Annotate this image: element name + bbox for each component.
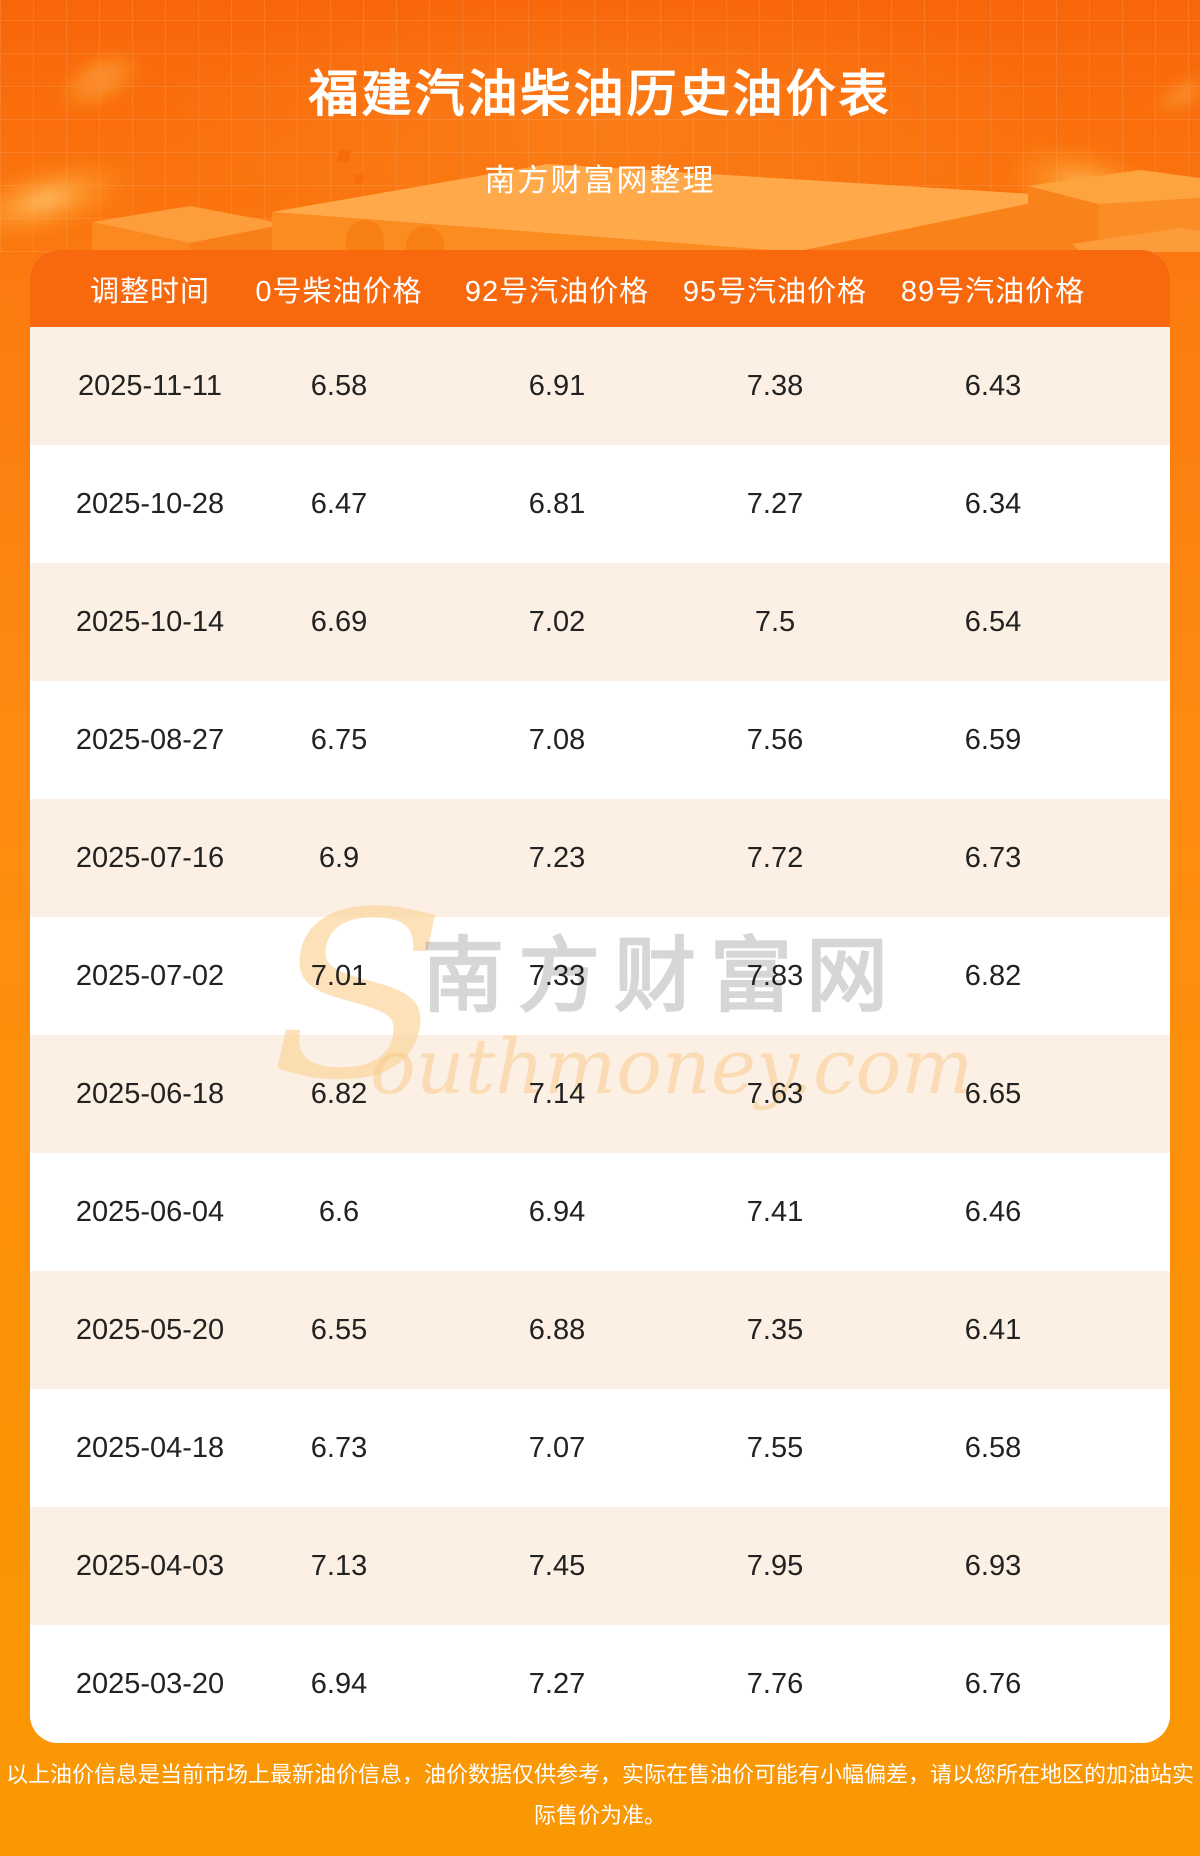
price-cell: 6.88 [528, 1313, 586, 1346]
price-cell: 6.41 [964, 1313, 1022, 1346]
table-row: 2025-04-03 7.13 7.45 7.95 6.93 [30, 1507, 1170, 1625]
price-cell: 7.33 [528, 959, 586, 992]
price-cell: 6.93 [964, 1549, 1022, 1582]
page-title: 福建汽油柴油历史油价表 [308, 66, 892, 122]
price-cell: 6.76 [964, 1667, 1022, 1700]
table-row: 2025-06-18 6.82 7.14 7.63 6.65 [30, 1035, 1170, 1153]
price-cell: 7.35 [746, 1313, 804, 1346]
price-table: 调整时间 0号柴油价格 92号汽油价格 95号汽油价格 89号汽油价格 2025-11-… [30, 250, 1170, 1743]
date-cell: 2025-03-20 [75, 1667, 225, 1700]
price-cell: 7.27 [746, 487, 804, 520]
price-cell: 6.82 [310, 1077, 368, 1110]
table-body: 2025-11-11 6.58 6.91 7.38 6.43 2025-10-28 6.47… [30, 327, 1170, 1743]
price-cell: 7.14 [528, 1077, 586, 1110]
price-cell: 6.9 [318, 841, 360, 874]
table-row: 2025-10-28 6.47 6.81 7.27 6.34 [30, 445, 1170, 563]
column-header: 92号汽油价格 [464, 275, 650, 308]
column-header: 95号汽油价格 [682, 275, 868, 308]
date-cell: 2025-06-04 [75, 1195, 225, 1228]
date-cell: 2025-10-14 [75, 605, 225, 638]
price-cell: 6.46 [964, 1195, 1022, 1228]
page-subtitle: 南方财富网整理 [484, 163, 716, 198]
price-cell: 7.76 [746, 1667, 804, 1700]
price-cell: 6.43 [964, 369, 1022, 402]
price-cell: 7.63 [746, 1077, 804, 1110]
price-cell: 7.08 [528, 723, 586, 756]
price-cell: 6.34 [964, 487, 1022, 520]
price-cell: 6.58 [964, 1431, 1022, 1464]
center-podium-block [272, 164, 1066, 252]
price-cell: 7.45 [528, 1549, 586, 1582]
price-cell: 7.27 [528, 1667, 586, 1700]
price-cell: 6.55 [310, 1313, 368, 1346]
price-cell: 6.94 [310, 1667, 368, 1700]
table-row: 2025-07-16 6.9 7.23 7.72 6.73 [30, 799, 1170, 917]
column-header: 89号汽油价格 [900, 275, 1086, 308]
podium-illustration [0, 47, 1200, 252]
date-cell: 2025-10-28 [75, 487, 225, 520]
date-cell: 2025-11-11 [77, 369, 223, 402]
price-cell: 6.59 [964, 723, 1022, 756]
price-cell: 6.75 [310, 723, 368, 756]
table-row: 2025-10-14 6.69 7.02 7.5 6.54 [30, 563, 1170, 681]
table-row: 2025-05-20 6.55 6.88 7.35 6.41 [30, 1271, 1170, 1389]
price-cell: 6.47 [310, 487, 368, 520]
footer-disclaimer: 以上油价信息是当前市场上最新油价信息，油价数据仅供参考，实际在售油价可能有小幅偏… [5, 1762, 1194, 1828]
table-row: 2025-11-11 6.58 6.91 7.38 6.43 [30, 327, 1170, 445]
price-cell: 6.58 [310, 369, 368, 402]
price-cell: 7.23 [528, 841, 586, 874]
date-cell: 2025-07-16 [75, 841, 225, 874]
price-cell: 6.94 [528, 1195, 586, 1228]
price-cell: 7.41 [746, 1195, 804, 1228]
price-cell: 7.5 [754, 605, 796, 638]
column-header: 0号柴油价格 [255, 275, 423, 308]
price-cell: 7.01 [310, 959, 368, 992]
price-cell: 7.07 [528, 1431, 586, 1464]
column-header: 调整时间 [89, 275, 210, 308]
table-row: 2025-03-20 6.94 7.27 7.76 6.76 [30, 1625, 1170, 1743]
price-cell: 6.65 [964, 1077, 1022, 1110]
price-cell: 6.6 [318, 1195, 360, 1228]
price-cell: 7.13 [310, 1549, 368, 1582]
price-cell: 6.73 [964, 841, 1022, 874]
price-cell: 6.91 [528, 369, 586, 402]
price-cell: 7.83 [746, 959, 804, 992]
price-cell: 7.72 [746, 841, 804, 874]
table-row: 2025-04-18 6.73 7.07 7.55 6.58 [30, 1389, 1170, 1507]
date-cell: 2025-08-27 [75, 723, 225, 756]
price-cell: 6.73 [310, 1431, 368, 1464]
price-cell: 6.69 [310, 605, 368, 638]
date-cell: 2025-07-02 [75, 959, 225, 992]
price-cell: 7.38 [746, 369, 804, 402]
date-cell: 2025-04-18 [75, 1431, 225, 1464]
date-cell: 2025-06-18 [75, 1077, 225, 1110]
left-podium-block [92, 206, 286, 252]
table-row: 2025-06-04 6.6 6.94 7.41 6.46 [30, 1153, 1170, 1271]
price-cell: 6.54 [964, 605, 1022, 638]
date-cell: 2025-05-20 [75, 1313, 225, 1346]
price-cell: 7.02 [528, 605, 586, 638]
price-cell: 6.82 [964, 959, 1022, 992]
table-row: 2025-08-27 6.75 7.08 7.56 6.59 [30, 681, 1170, 799]
price-cell: 7.55 [746, 1431, 804, 1464]
date-cell: 2025-04-03 [75, 1549, 225, 1582]
right-podium-block [1028, 170, 1200, 252]
price-cell: 7.56 [746, 723, 804, 756]
price-cell: 7.95 [746, 1549, 804, 1582]
price-cell: 6.81 [528, 487, 586, 520]
table-header: 调整时间 0号柴油价格 92号汽油价格 95号汽油价格 89号汽油价格 [30, 250, 1170, 327]
table-row: 2025-07-02 7.01 7.33 7.83 6.82 [30, 917, 1170, 1035]
